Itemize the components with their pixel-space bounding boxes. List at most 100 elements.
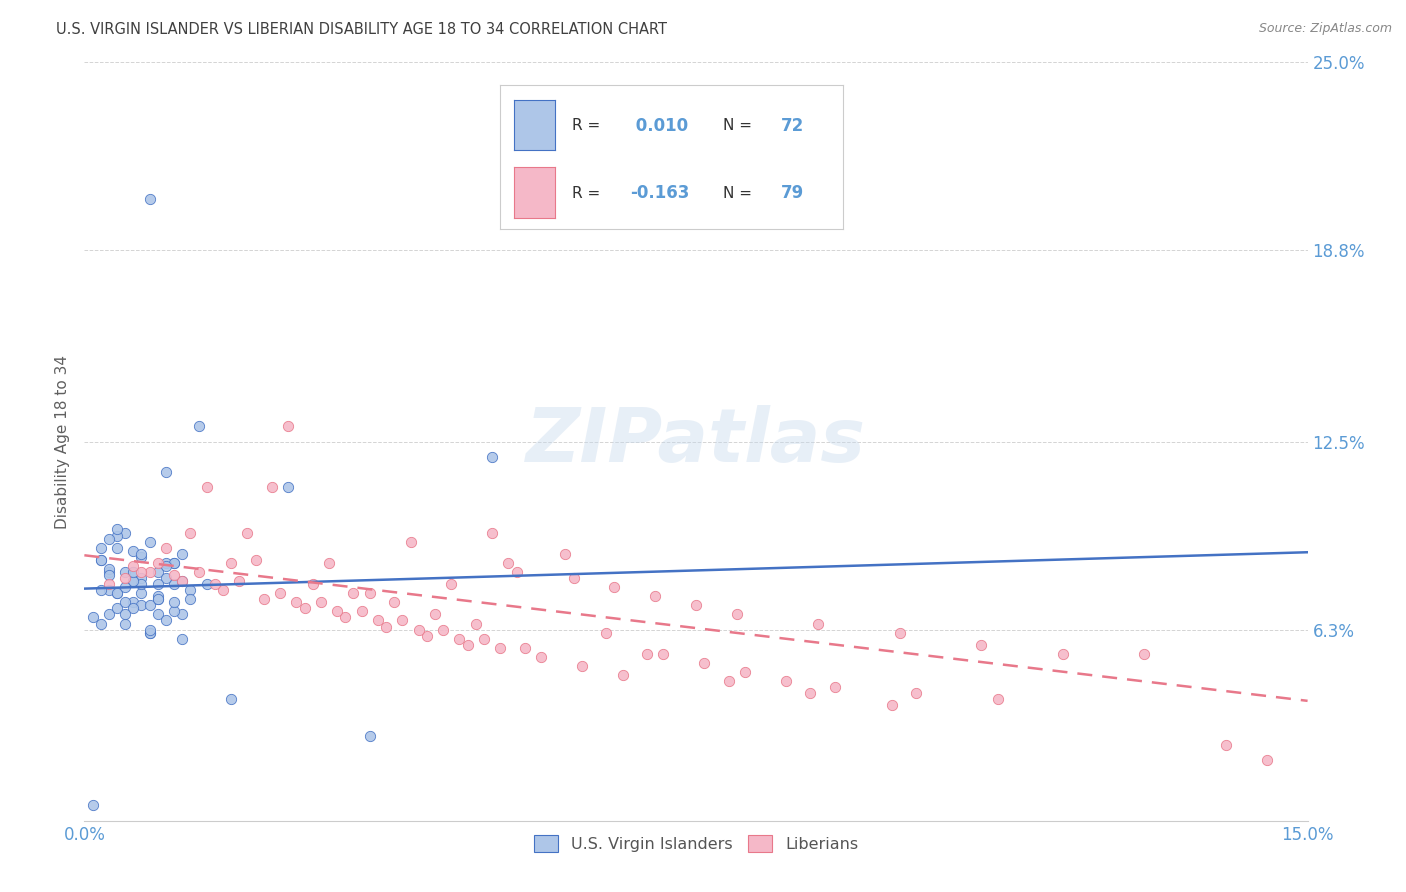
Point <box>970 638 993 652</box>
Point <box>219 556 242 570</box>
Point <box>342 586 364 600</box>
Point <box>163 595 186 609</box>
Point <box>155 571 177 585</box>
Point <box>105 601 128 615</box>
Point <box>155 614 177 628</box>
Point <box>114 595 136 609</box>
Point <box>97 583 120 598</box>
Legend: U.S. Virgin Islanders, Liberians: U.S. Virgin Islanders, Liberians <box>527 829 865 858</box>
Point <box>97 607 120 622</box>
Point <box>114 580 136 594</box>
Point <box>824 680 846 694</box>
Point <box>97 532 120 546</box>
Point <box>481 525 503 540</box>
Point <box>105 586 128 600</box>
Point <box>472 632 495 646</box>
Point <box>807 616 830 631</box>
Point <box>326 604 349 618</box>
Point <box>97 562 120 576</box>
Point <box>179 592 201 607</box>
Point <box>146 577 169 591</box>
Point <box>562 571 585 585</box>
Point <box>163 604 186 618</box>
Point <box>432 623 454 637</box>
Point <box>1215 738 1237 752</box>
Point <box>163 556 186 570</box>
Point <box>97 577 120 591</box>
Point <box>530 649 553 664</box>
Point <box>138 534 160 549</box>
Point <box>228 574 250 588</box>
Point <box>269 586 291 600</box>
Point <box>481 450 503 464</box>
Point <box>97 568 120 582</box>
Point <box>367 614 389 628</box>
Point <box>612 668 634 682</box>
Point <box>131 599 153 613</box>
Point <box>122 574 145 588</box>
Point <box>350 604 373 618</box>
Point <box>105 528 128 542</box>
Point <box>253 592 276 607</box>
Point <box>138 599 160 613</box>
Point <box>172 632 194 646</box>
Point <box>212 583 235 598</box>
Point <box>554 547 576 561</box>
Point <box>122 574 145 588</box>
Point <box>391 614 413 628</box>
Point <box>122 565 145 579</box>
Point <box>359 729 381 743</box>
Point <box>105 541 128 555</box>
Point <box>114 616 136 631</box>
Point <box>717 674 740 689</box>
Point <box>195 577 218 591</box>
Point <box>122 601 145 615</box>
Point <box>90 553 112 567</box>
Point <box>799 686 821 700</box>
Point <box>987 692 1010 706</box>
Point <box>105 586 128 600</box>
Point <box>155 558 177 573</box>
Point <box>399 534 422 549</box>
Point <box>204 577 226 591</box>
Point <box>131 577 153 591</box>
Point <box>146 592 169 607</box>
Point <box>146 589 169 603</box>
Point <box>90 541 112 555</box>
Point <box>359 586 381 600</box>
Point <box>335 610 357 624</box>
Point <box>318 556 340 570</box>
Point <box>114 607 136 622</box>
Point <box>172 574 194 588</box>
Point <box>122 565 145 579</box>
Point <box>301 577 323 591</box>
Point <box>131 549 153 564</box>
Point <box>595 625 617 640</box>
Point <box>652 647 675 661</box>
Point <box>236 525 259 540</box>
Point <box>513 640 536 655</box>
Point <box>155 541 177 555</box>
Point <box>90 553 112 567</box>
Point <box>449 632 471 646</box>
Point <box>138 192 160 206</box>
Point <box>375 619 398 633</box>
Point <box>734 665 756 679</box>
Point <box>146 607 169 622</box>
Text: U.S. VIRGIN ISLANDER VS LIBERIAN DISABILITY AGE 18 TO 34 CORRELATION CHART: U.S. VIRGIN ISLANDER VS LIBERIAN DISABIL… <box>56 22 668 37</box>
Point <box>187 565 209 579</box>
Point <box>131 565 153 579</box>
Point <box>179 583 201 598</box>
Point <box>163 568 186 582</box>
Point <box>131 547 153 561</box>
Point <box>889 625 911 640</box>
Point <box>498 556 520 570</box>
Point <box>1133 647 1156 661</box>
Point <box>105 523 128 537</box>
Point <box>82 798 104 813</box>
Point <box>195 480 218 494</box>
Point <box>440 577 463 591</box>
Point <box>416 629 439 643</box>
Point <box>155 556 177 570</box>
Point <box>309 595 332 609</box>
